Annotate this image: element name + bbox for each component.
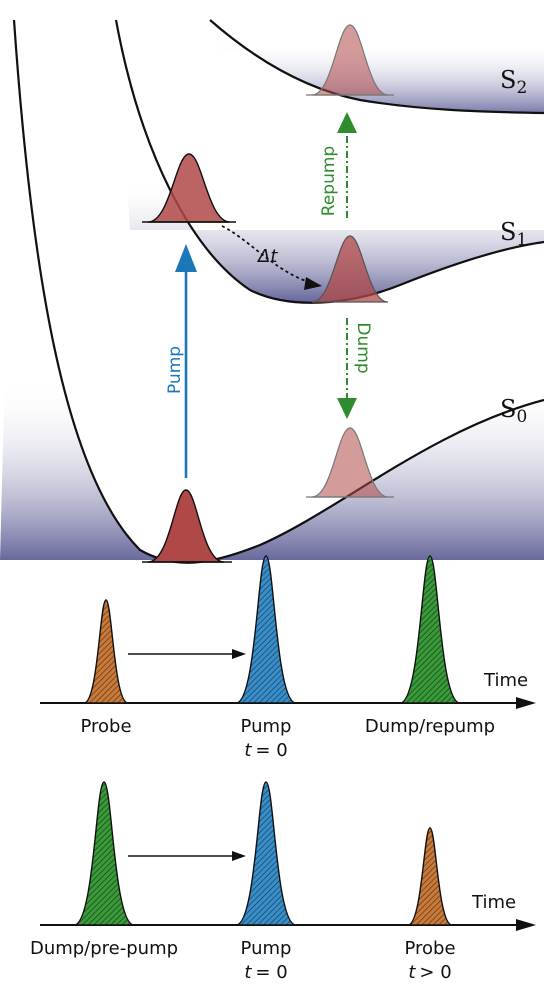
pump-arrow-label: Pump xyxy=(165,346,185,394)
timeline-1-label-pump: Pump xyxy=(241,716,292,737)
timeline-2-label-dump: Dump/pre-pump xyxy=(30,938,178,959)
dump-arrow: Dump xyxy=(337,318,373,419)
timeline-2-label-probe: Probe xyxy=(404,938,455,959)
delay-arrow: Δt xyxy=(221,225,322,290)
timeline-1-probe-pulse xyxy=(83,599,129,704)
delay-label: Δt xyxy=(256,246,278,267)
wavepacket-s2 xyxy=(306,24,394,96)
timeline-2-axis-label: Time xyxy=(471,892,516,913)
state-label-s1: S1 xyxy=(500,218,527,250)
state-label-s2: S2 xyxy=(500,66,527,98)
wavepacket-s0-dumped xyxy=(306,427,394,498)
timeline-1-axis-label: Time xyxy=(483,670,528,691)
timeline-1-dump-pulse xyxy=(399,555,461,704)
timeline-1-arrowhead xyxy=(516,697,536,709)
s1-potential-well xyxy=(114,19,544,304)
timeline-2-time-pump: t = 0 xyxy=(244,962,287,983)
timeline-2-label-pump: Pump xyxy=(241,938,292,959)
timeline-2-arrowhead xyxy=(516,919,536,931)
timeline-1-time-pump: t = 0 xyxy=(244,740,287,761)
wavepacket-s1-relaxed xyxy=(311,235,389,303)
timeline-2-dump-pulse xyxy=(73,781,135,926)
timeline-1-label-probe: Probe xyxy=(80,716,131,737)
timeline-1-label-dump: Dump/repump xyxy=(365,716,495,737)
wavepacket-s0-ground xyxy=(142,489,232,563)
state-label-s0: S0 xyxy=(500,395,527,427)
timeline-2-time-probe: t > 0 xyxy=(408,962,451,983)
timeline-2-pump-pulse xyxy=(235,781,297,926)
timeline-2: Time Dump/pre-pump Pump t = 0 Probe t > 0 xyxy=(30,781,536,983)
s2-potential-well xyxy=(209,19,544,115)
pump-arrow: Pump xyxy=(165,244,197,478)
wavepacket-s1-franck-condon xyxy=(142,153,236,223)
timeline-1: Time Probe Pump t = 0 Dump/repump xyxy=(40,555,536,761)
timeline-1-pump-pulse xyxy=(235,555,297,704)
dump-arrow-label: Dump xyxy=(353,322,373,373)
repump-arrow-label: Repump xyxy=(319,146,339,216)
repump-arrow: Repump xyxy=(319,112,357,218)
timeline-2-probe-pulse xyxy=(407,827,453,926)
